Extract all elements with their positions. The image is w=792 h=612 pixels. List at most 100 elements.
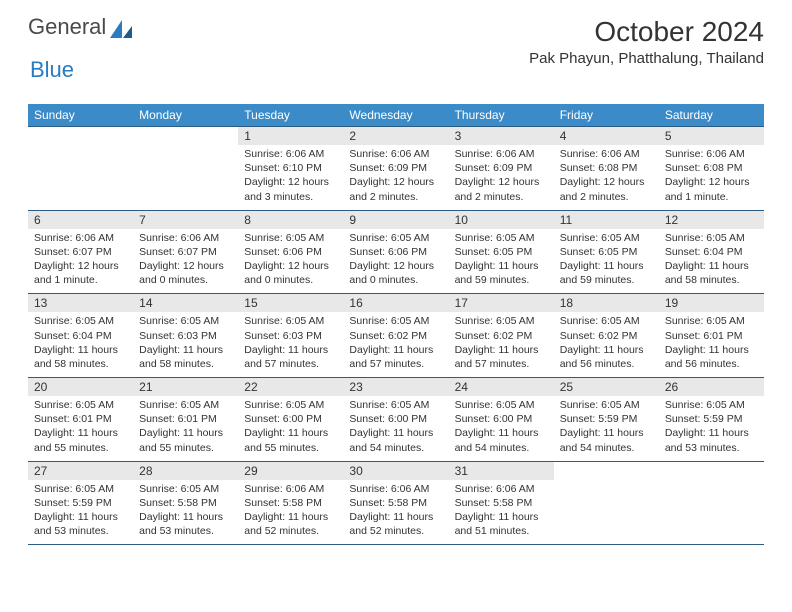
brand-logo: General — [28, 16, 134, 38]
sunset-text: Sunset: 6:02 PM — [560, 329, 653, 343]
day-number: 25 — [554, 378, 659, 396]
daylight-text: Daylight: 11 hours and 56 minutes. — [560, 343, 653, 371]
daylight-text: Daylight: 12 hours and 3 minutes. — [244, 175, 337, 203]
daylight-text: Daylight: 12 hours and 2 minutes. — [560, 175, 653, 203]
sunrise-text: Sunrise: 6:06 AM — [349, 147, 442, 161]
day-data: Sunrise: 6:06 AMSunset: 6:10 PMDaylight:… — [238, 145, 343, 210]
calendar-cell: 20Sunrise: 6:05 AMSunset: 6:01 PMDayligh… — [28, 377, 133, 461]
sunset-text: Sunset: 6:09 PM — [349, 161, 442, 175]
day-data: Sunrise: 6:06 AMSunset: 6:08 PMDaylight:… — [554, 145, 659, 210]
daylight-text: Daylight: 11 hours and 54 minutes. — [349, 426, 442, 454]
day-number: 13 — [28, 294, 133, 312]
day-number — [554, 462, 659, 480]
sunset-text: Sunset: 6:06 PM — [244, 245, 337, 259]
daylight-text: Daylight: 12 hours and 0 minutes. — [139, 259, 232, 287]
daylight-text: Daylight: 11 hours and 58 minutes. — [34, 343, 127, 371]
day-data: Sunrise: 6:05 AMSunset: 5:58 PMDaylight:… — [133, 480, 238, 545]
sunrise-text: Sunrise: 6:06 AM — [244, 482, 337, 496]
sunrise-text: Sunrise: 6:05 AM — [139, 482, 232, 496]
day-number: 7 — [133, 211, 238, 229]
day-number: 16 — [343, 294, 448, 312]
calendar-cell: 21Sunrise: 6:05 AMSunset: 6:01 PMDayligh… — [133, 377, 238, 461]
daylight-text: Daylight: 12 hours and 2 minutes. — [349, 175, 442, 203]
sunset-text: Sunset: 6:03 PM — [244, 329, 337, 343]
calendar-week-row: 1Sunrise: 6:06 AMSunset: 6:10 PMDaylight… — [28, 126, 764, 210]
sunrise-text: Sunrise: 6:05 AM — [665, 398, 758, 412]
weekday-header-row: Sunday Monday Tuesday Wednesday Thursday… — [28, 104, 764, 126]
daylight-text: Daylight: 11 hours and 57 minutes. — [244, 343, 337, 371]
calendar-cell: 31Sunrise: 6:06 AMSunset: 5:58 PMDayligh… — [449, 461, 554, 545]
day-data: Sunrise: 6:05 AMSunset: 6:01 PMDaylight:… — [28, 396, 133, 461]
daylight-text: Daylight: 12 hours and 1 minute. — [34, 259, 127, 287]
day-data — [659, 480, 764, 536]
sunrise-text: Sunrise: 6:05 AM — [560, 398, 653, 412]
day-number: 30 — [343, 462, 448, 480]
daylight-text: Daylight: 11 hours and 57 minutes. — [349, 343, 442, 371]
daylight-text: Daylight: 11 hours and 54 minutes. — [560, 426, 653, 454]
day-data: Sunrise: 6:05 AMSunset: 6:06 PMDaylight:… — [343, 229, 448, 294]
day-number: 11 — [554, 211, 659, 229]
sunset-text: Sunset: 5:58 PM — [349, 496, 442, 510]
day-data: Sunrise: 6:05 AMSunset: 6:04 PMDaylight:… — [659, 229, 764, 294]
calendar-cell: 29Sunrise: 6:06 AMSunset: 5:58 PMDayligh… — [238, 461, 343, 545]
calendar-cell: 6Sunrise: 6:06 AMSunset: 6:07 PMDaylight… — [28, 210, 133, 294]
daylight-text: Daylight: 12 hours and 2 minutes. — [455, 175, 548, 203]
sunset-text: Sunset: 6:10 PM — [244, 161, 337, 175]
weekday-header: Sunday — [28, 104, 133, 126]
sunrise-text: Sunrise: 6:05 AM — [349, 398, 442, 412]
sunrise-text: Sunrise: 6:06 AM — [560, 147, 653, 161]
calendar-week-row: 27Sunrise: 6:05 AMSunset: 5:59 PMDayligh… — [28, 461, 764, 545]
sunset-text: Sunset: 6:00 PM — [455, 412, 548, 426]
daylight-text: Daylight: 11 hours and 54 minutes. — [455, 426, 548, 454]
calendar-cell: 24Sunrise: 6:05 AMSunset: 6:00 PMDayligh… — [449, 377, 554, 461]
day-data: Sunrise: 6:05 AMSunset: 6:03 PMDaylight:… — [238, 312, 343, 377]
sunrise-text: Sunrise: 6:06 AM — [455, 147, 548, 161]
day-number: 19 — [659, 294, 764, 312]
calendar-cell: 28Sunrise: 6:05 AMSunset: 5:58 PMDayligh… — [133, 461, 238, 545]
day-number — [28, 127, 133, 145]
weekday-header: Wednesday — [343, 104, 448, 126]
day-number: 26 — [659, 378, 764, 396]
calendar-cell: 8Sunrise: 6:05 AMSunset: 6:06 PMDaylight… — [238, 210, 343, 294]
day-data: Sunrise: 6:05 AMSunset: 5:59 PMDaylight:… — [554, 396, 659, 461]
sunset-text: Sunset: 5:58 PM — [139, 496, 232, 510]
calendar-table: Sunday Monday Tuesday Wednesday Thursday… — [28, 104, 764, 544]
calendar-week-row: 20Sunrise: 6:05 AMSunset: 6:01 PMDayligh… — [28, 377, 764, 461]
day-data: Sunrise: 6:06 AMSunset: 5:58 PMDaylight:… — [238, 480, 343, 545]
day-number — [133, 127, 238, 145]
day-data: Sunrise: 6:05 AMSunset: 6:01 PMDaylight:… — [659, 312, 764, 377]
day-number: 14 — [133, 294, 238, 312]
sunrise-text: Sunrise: 6:05 AM — [244, 314, 337, 328]
month-title: October 2024 — [529, 16, 764, 48]
sunset-text: Sunset: 6:08 PM — [665, 161, 758, 175]
daylight-text: Daylight: 12 hours and 1 minute. — [665, 175, 758, 203]
calendar-cell: 18Sunrise: 6:05 AMSunset: 6:02 PMDayligh… — [554, 293, 659, 377]
sunset-text: Sunset: 5:59 PM — [665, 412, 758, 426]
daylight-text: Daylight: 11 hours and 53 minutes. — [34, 510, 127, 538]
calendar-cell: 30Sunrise: 6:06 AMSunset: 5:58 PMDayligh… — [343, 461, 448, 545]
sunset-text: Sunset: 6:03 PM — [139, 329, 232, 343]
daylight-text: Daylight: 11 hours and 51 minutes. — [455, 510, 548, 538]
sunset-text: Sunset: 6:05 PM — [560, 245, 653, 259]
weekday-header: Saturday — [659, 104, 764, 126]
day-number: 21 — [133, 378, 238, 396]
sunset-text: Sunset: 6:01 PM — [139, 412, 232, 426]
weekday-header: Tuesday — [238, 104, 343, 126]
sunset-text: Sunset: 6:04 PM — [665, 245, 758, 259]
sunrise-text: Sunrise: 6:05 AM — [34, 314, 127, 328]
daylight-text: Daylight: 11 hours and 52 minutes. — [349, 510, 442, 538]
sunset-text: Sunset: 6:06 PM — [349, 245, 442, 259]
calendar-cell: 14Sunrise: 6:05 AMSunset: 6:03 PMDayligh… — [133, 293, 238, 377]
sunrise-text: Sunrise: 6:05 AM — [349, 314, 442, 328]
sunrise-text: Sunrise: 6:05 AM — [139, 398, 232, 412]
day-data: Sunrise: 6:06 AMSunset: 6:08 PMDaylight:… — [659, 145, 764, 210]
weekday-header: Friday — [554, 104, 659, 126]
daylight-text: Daylight: 11 hours and 55 minutes. — [244, 426, 337, 454]
day-number: 1 — [238, 127, 343, 145]
sunrise-text: Sunrise: 6:05 AM — [665, 231, 758, 245]
daylight-text: Daylight: 11 hours and 55 minutes. — [34, 426, 127, 454]
calendar-cell: 26Sunrise: 6:05 AMSunset: 5:59 PMDayligh… — [659, 377, 764, 461]
day-number — [659, 462, 764, 480]
sunrise-text: Sunrise: 6:05 AM — [455, 231, 548, 245]
day-number: 5 — [659, 127, 764, 145]
